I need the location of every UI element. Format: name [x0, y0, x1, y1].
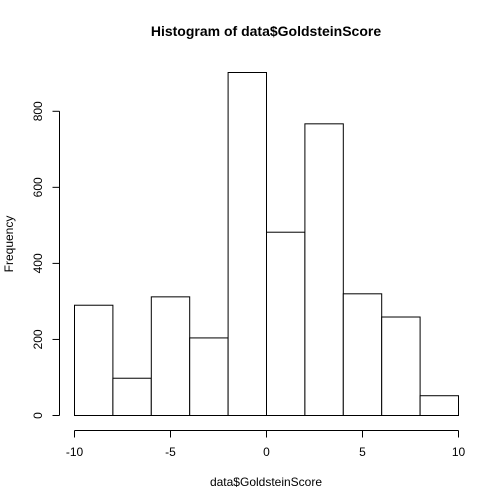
y-axis: 0 200 400 600 800: [31, 101, 60, 419]
y-tick-label-3: 600: [31, 177, 45, 197]
x-tick-label-4: 10: [452, 445, 466, 459]
x-tick-label-3: 5: [359, 445, 366, 459]
x-axis-label: data$GoldsteinScore: [210, 475, 322, 489]
x-tick-label-2: 0: [263, 445, 270, 459]
chart-title: Histogram of data$GoldsteinScore: [151, 23, 381, 39]
histogram-bar-8: [381, 316, 421, 416]
histogram-bar-2: [150, 296, 191, 417]
y-tick-label-1: 200: [31, 329, 45, 349]
y-axis-label: Frequency: [2, 216, 16, 273]
histogram-bar-5: [266, 231, 306, 416]
histogram-bar-9: [419, 395, 460, 417]
x-tick-label-0: -10: [66, 445, 84, 459]
x-axis: -10 -5 0 5 10: [66, 430, 466, 459]
histogram-bar-6: [304, 123, 344, 417]
y-tick-label-4: 800: [31, 101, 45, 121]
histogram-bar-3: [189, 337, 229, 416]
y-tick-label-0: 0: [31, 412, 45, 419]
histogram-bar-0: [74, 304, 114, 416]
bars-group: [74, 72, 460, 417]
x-tick-label-1: -5: [165, 445, 176, 459]
histogram-bar-1: [112, 377, 152, 416]
histogram-bar-4: [227, 72, 268, 416]
y-tick-label-2: 400: [31, 253, 45, 273]
histogram-bar-7: [342, 293, 383, 416]
